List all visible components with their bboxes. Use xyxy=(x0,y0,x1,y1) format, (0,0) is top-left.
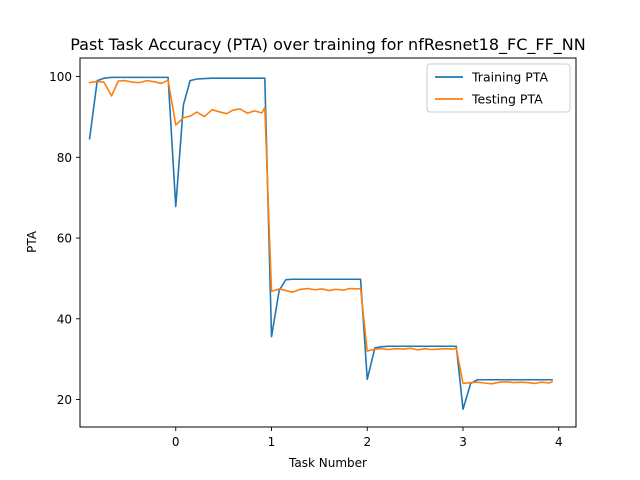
series-line-testing-pta xyxy=(88,79,554,385)
x-tick-label: 4 xyxy=(555,435,563,449)
legend: Training PTA Testing PTA xyxy=(426,63,571,113)
y-axis-label: PTA xyxy=(25,230,39,253)
y-axis: 20 40 60 80 100 xyxy=(49,70,80,407)
x-tick-label: 3 xyxy=(459,435,467,449)
legend-box xyxy=(426,63,571,113)
legend-label: Testing PTA xyxy=(471,92,543,107)
x-axis-label: Task Number xyxy=(288,456,367,470)
y-tick-label: 60 xyxy=(57,232,72,246)
x-tick-label: 2 xyxy=(363,435,371,449)
y-tick-label: 100 xyxy=(49,70,72,84)
plot-area xyxy=(88,76,554,411)
y-tick-label: 80 xyxy=(57,151,72,165)
series-line-training-pta xyxy=(88,76,553,411)
legend-label: Training PTA xyxy=(471,70,548,85)
y-tick-label: 20 xyxy=(57,393,72,407)
y-tick-label: 40 xyxy=(57,312,72,326)
x-tick-label: 1 xyxy=(268,435,276,449)
x-tick-label: 0 xyxy=(172,435,180,449)
plot-frame xyxy=(79,57,577,428)
chart-title: Past Task Accuracy (PTA) over training f… xyxy=(70,35,585,55)
x-axis: 0 1 2 3 4 xyxy=(172,427,563,449)
